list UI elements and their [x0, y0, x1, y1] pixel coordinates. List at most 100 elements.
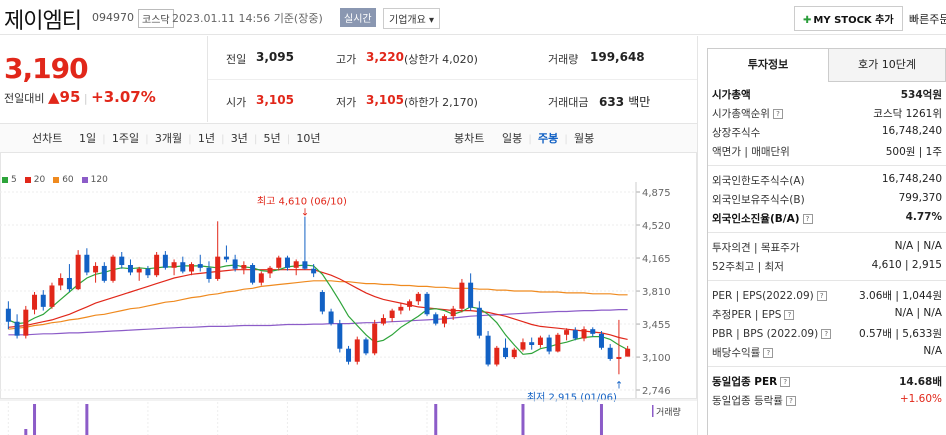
tab-period-4[interactable]: 3년	[230, 132, 248, 145]
info-icon[interactable]: ?	[816, 290, 827, 301]
separator: |	[250, 134, 261, 145]
candle-body	[555, 334, 561, 352]
legend-label: 20	[33, 175, 46, 185]
ma20-line	[8, 269, 628, 340]
datetime: 2023.01.11 14:56 기준(장중)	[172, 12, 323, 25]
price-change: 전일대비 ▲95 | +3.07%	[4, 88, 156, 106]
candle-body	[162, 254, 168, 268]
candle-body	[459, 282, 465, 309]
info-label: 액면가 | 매매단위	[712, 146, 790, 158]
divider	[708, 232, 946, 233]
up-triangle-icon: ▲	[47, 88, 60, 106]
info-value: 16,748,240	[881, 125, 942, 137]
candle-body	[424, 293, 430, 315]
tab-period-6[interactable]: 10년	[296, 132, 321, 145]
quick-order-link[interactable]: 빠른주문	[909, 13, 946, 26]
volume-legend-swatch	[652, 405, 654, 417]
divider	[207, 36, 208, 122]
chart-legend: 5 20 60 120	[2, 175, 116, 185]
info-row: PBR | BPS (2022.09)? 0.57배 | 5,633원	[712, 326, 942, 342]
info-label: 동일업종 등락률	[712, 395, 783, 407]
candle-body	[293, 261, 299, 268]
info-row: 동일업종 PER? 14.68배	[712, 374, 942, 390]
info-row: 외국인한도주식수(A) 16,748,240	[712, 173, 942, 189]
volume-bar	[434, 404, 438, 435]
info-row: PER | EPS(2022.09)? 3.06배 | 1,044원	[712, 288, 942, 304]
tab-period-2[interactable]: 3개월	[154, 132, 183, 145]
legend-item: 60	[53, 175, 74, 185]
candle-body	[232, 259, 238, 269]
add-mystock-button[interactable]: ✚ MY STOCK 추가	[794, 6, 903, 31]
info-row: 상장주식수 16,748,240	[712, 125, 942, 141]
info-icon[interactable]: ?	[780, 376, 791, 387]
candle-body	[607, 347, 613, 359]
info-value: 799,370	[898, 192, 942, 204]
tab-period-5[interactable]: 5년	[263, 132, 281, 145]
info-icon[interactable]: ?	[821, 328, 832, 339]
info-icon[interactable]: ?	[785, 395, 796, 406]
candle-body	[503, 347, 509, 358]
candle-chart-label: 봉차트	[454, 132, 485, 145]
tab-invest-info[interactable]: 투자정보	[707, 48, 829, 81]
volume-bar	[85, 404, 89, 435]
info-value: 코스닥 1261위	[873, 108, 942, 120]
tab-candle-0[interactable]: 일봉	[502, 132, 523, 145]
info-label: 시가총액	[712, 89, 751, 101]
info-row: 시가총액 534억원	[712, 87, 942, 103]
candle-body	[485, 335, 491, 365]
amount-value: 633 백만	[599, 95, 651, 109]
amount-label: 거래대금	[548, 96, 589, 109]
tab-period-3[interactable]: 1년	[197, 132, 215, 145]
info-value: 4,610 | 2,915	[871, 259, 942, 271]
tab-period-1[interactable]: 1주일	[111, 132, 140, 145]
legend-swatch	[81, 176, 88, 183]
y-tick-label: 4,875	[642, 188, 671, 199]
candle-body	[154, 254, 160, 276]
candle-body	[372, 323, 378, 354]
candle-body	[476, 307, 482, 336]
ma60-line	[8, 280, 628, 330]
candle-body	[171, 262, 177, 268]
volume-label: 거래량	[548, 53, 579, 66]
info-icon[interactable]: ?	[763, 347, 774, 358]
candle-body	[223, 256, 229, 260]
info-value: N/A | N/A	[894, 240, 942, 252]
info-row: 액면가 | 매매단위 500원 | 1주	[712, 144, 942, 160]
info-value: 0.57배 | 5,633원	[859, 328, 942, 340]
info-icon[interactable]: ?	[784, 309, 795, 320]
stock-name: 제이엠티	[4, 9, 82, 34]
candle-body	[407, 301, 413, 307]
separator: |	[142, 134, 152, 145]
candle-body	[197, 264, 203, 268]
info-icon[interactable]: ?	[802, 213, 813, 224]
candle-body	[58, 278, 64, 286]
tab-quote-10[interactable]: 호가 10단계	[828, 48, 946, 82]
realtime-badge[interactable]: 실시간	[340, 8, 376, 27]
tab-candle-1[interactable]: 주봉	[537, 132, 559, 145]
legend-swatch	[53, 176, 60, 183]
candle-body	[346, 348, 352, 362]
candle-body	[354, 339, 360, 362]
price-chart[interactable]: 4,875 4,520 4,165 3,810 3,455 3,100 2,746 최고 4,…	[0, 152, 697, 435]
plus-icon: ✚	[803, 15, 812, 26]
period-tabs: 1일 | 1주일 | 3개월 | 1년 | 3년 | 5년 | 10년	[76, 130, 324, 146]
candle-body	[546, 337, 552, 352]
up-arrow-icon: ↑	[615, 380, 623, 391]
candle-body	[119, 256, 125, 266]
info-label: 추정PER | EPS	[712, 309, 782, 321]
company-info-dropdown[interactable]: 기업개요 ▾	[383, 8, 441, 29]
current-price: 3,190	[4, 52, 89, 85]
legend-swatch	[2, 176, 8, 183]
info-value: 534억원	[900, 89, 942, 101]
tab-candle-2[interactable]: 월봉	[573, 132, 595, 145]
invest-info-panel: 시가총액 534억원 시가총액순위? 코스닥 1261위 상장주식수 16,748,240…	[707, 81, 946, 435]
info-label: 동일업종 PER	[712, 376, 778, 388]
info-icon[interactable]: ?	[772, 108, 783, 119]
candle-body	[389, 310, 395, 319]
candle-body	[590, 329, 596, 334]
tab-period-0[interactable]: 1일	[79, 132, 97, 145]
volume-label: 거래량	[656, 406, 681, 418]
candle-body	[433, 314, 439, 324]
divider	[697, 36, 698, 435]
legend-label: 5	[11, 175, 17, 185]
